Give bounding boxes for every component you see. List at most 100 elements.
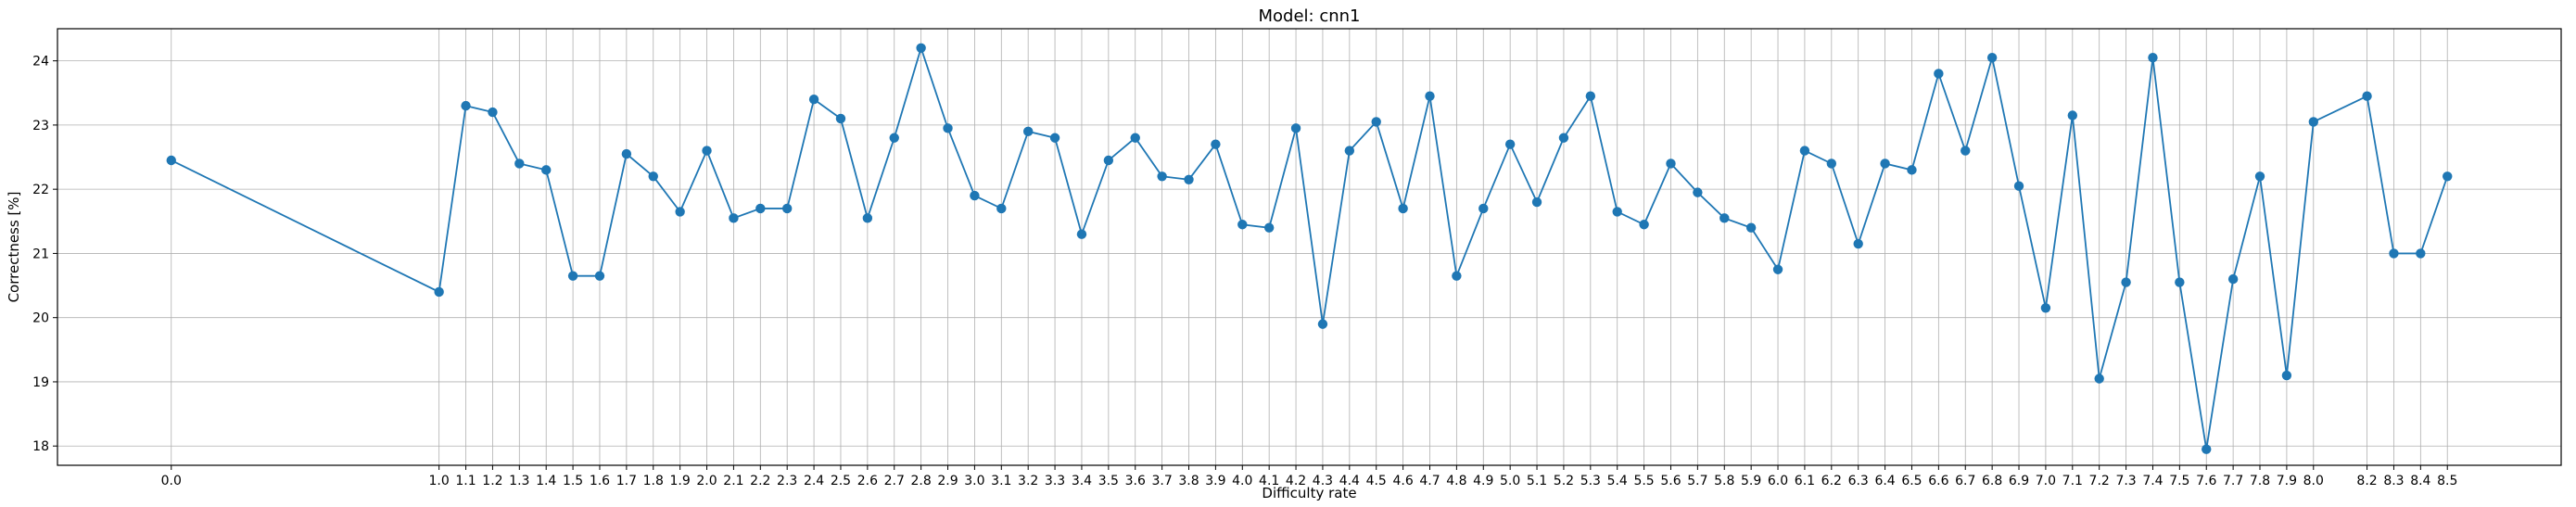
x-tick-label: 6.1 [1795, 474, 1815, 488]
x-tick-label: 4.4 [1339, 474, 1360, 488]
data-point [2013, 181, 2024, 191]
x-tick-label: 8.5 [2437, 474, 2457, 488]
data-point [514, 158, 525, 169]
data-point [943, 123, 953, 133]
data-point [996, 203, 1007, 214]
data-point [648, 171, 658, 182]
data-point [1290, 123, 1301, 133]
data-point [1211, 139, 1221, 149]
x-tick-label: 6.7 [1955, 474, 1975, 488]
x-tick-label: 1.1 [455, 474, 476, 488]
x-tick-label: 3.8 [1178, 474, 1199, 488]
y-tick-label: 19 [32, 375, 49, 390]
data-point [1907, 165, 1917, 175]
data-point [808, 94, 819, 105]
x-axis-ticks: 0.0 1.0 1.1 1.2 1.3 1.4 1.5 1.6 1.7 1.8 1.9 2.0 2.1 2… [161, 465, 2457, 488]
x-tick-label: 6.2 [1821, 474, 1842, 488]
data-point [1184, 174, 1194, 184]
x-tick-label: 1.5 [563, 474, 583, 488]
x-tick-label: 8.2 [2356, 474, 2377, 488]
x-tick-label: 2.3 [777, 474, 797, 488]
data-point [1719, 213, 1730, 223]
x-tick-label: 3.3 [1045, 474, 1065, 488]
x-tick-label: 1.9 [670, 474, 691, 488]
data-point [702, 146, 712, 156]
data-point [2121, 277, 2131, 287]
x-tick-label: 7.9 [2277, 474, 2297, 488]
x-tick-label: 8.0 [2303, 474, 2324, 488]
x-tick-label: 5.7 [1687, 474, 1707, 488]
x-tick-label: 1.4 [536, 474, 556, 488]
data-point [2281, 370, 2292, 381]
x-tick-label: 1.2 [482, 474, 502, 488]
x-tick-label: 5.8 [1714, 474, 1734, 488]
data-point [2202, 444, 2212, 454]
x-tick-label: 6.0 [1768, 474, 1788, 488]
data-point [2416, 248, 2426, 259]
data-point [675, 207, 685, 217]
x-tick-label: 2.1 [723, 474, 743, 488]
x-tick-label: 2.9 [937, 474, 958, 488]
data-point [2308, 117, 2318, 127]
y-tick-label: 22 [32, 183, 49, 197]
data-point [1076, 229, 1087, 239]
x-tick-label: 7.1 [2062, 474, 2083, 488]
data-point [1558, 133, 1569, 143]
data-point [567, 271, 578, 281]
data-point [1452, 271, 1462, 281]
data-point [621, 148, 632, 159]
x-tick-label: 1.3 [509, 474, 529, 488]
x-tick-label: 5.1 [1527, 474, 1547, 488]
x-tick-label: 5.9 [1741, 474, 1761, 488]
y-tick-label: 23 [32, 119, 49, 133]
data-point [1745, 222, 1757, 233]
x-tick-label: 6.4 [1874, 474, 1895, 488]
x-tick-label: 3.2 [1018, 474, 1038, 488]
x-tick-label: 4.2 [1286, 474, 1306, 488]
x-tick-label: 7.7 [2223, 474, 2243, 488]
data-point [1666, 158, 1676, 169]
x-tick-label: 7.6 [2196, 474, 2216, 488]
data-point [1986, 52, 1998, 63]
x-tick-label: 8.3 [2383, 474, 2404, 488]
data-point [1612, 207, 1622, 217]
x-tick-label: 3.1 [991, 474, 1011, 488]
y-tick-label: 24 [32, 55, 49, 70]
data-point [970, 190, 980, 201]
data-point [1799, 146, 1810, 156]
data-point [1934, 69, 1944, 79]
series-line-group [171, 44, 2449, 450]
data-point [1263, 222, 1275, 233]
data-point [781, 203, 793, 214]
data-point [1237, 220, 1248, 230]
data-point [862, 213, 873, 223]
x-axis-title: Difficulty rate [1262, 485, 1356, 501]
data-points-group [166, 43, 2453, 454]
x-tick-label: 1.6 [590, 474, 610, 488]
data-point [1585, 91, 1596, 101]
data-point [1478, 203, 1489, 214]
data-point [1022, 126, 1034, 137]
data-point [1639, 220, 1649, 230]
data-point [1371, 117, 1381, 127]
data-point [1130, 133, 1140, 143]
chart-title: Model: cnn1 [1259, 6, 1361, 26]
data-point [2254, 171, 2265, 182]
y-axis-ticks: 18 19 20 21 22 23 24 [32, 55, 57, 454]
data-point [2094, 374, 2104, 384]
data-point [755, 203, 766, 214]
data-point [594, 271, 605, 281]
x-tick-label: 3.4 [1072, 474, 1092, 488]
x-tick-label: 7.4 [2142, 474, 2163, 488]
x-tick-label: 2.8 [910, 474, 931, 488]
plot-frame [57, 28, 2562, 466]
x-tick-label: 7.8 [2250, 474, 2270, 488]
data-point [1772, 264, 1783, 274]
x-tick-label: 6.3 [1848, 474, 1869, 488]
x-tick-label: 4.3 [1313, 474, 1333, 488]
x-tick-label: 6.8 [1982, 474, 2002, 488]
x-tick-label: 2.7 [884, 474, 905, 488]
y-axis-title: Correctness [%] [6, 192, 22, 303]
data-point [1961, 146, 1971, 156]
